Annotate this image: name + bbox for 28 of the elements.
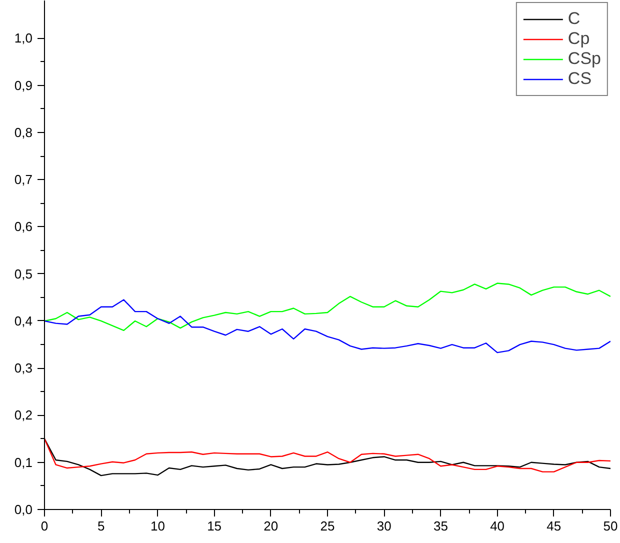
x-tick-label: 20 xyxy=(264,518,278,534)
y-tick-label: 0,2 xyxy=(14,408,33,423)
x-tick-label: 25 xyxy=(320,518,335,534)
y-tick-label: 0,5 xyxy=(14,266,33,282)
legend-label: CSp xyxy=(568,49,601,69)
y-tick-label: 0,8 xyxy=(14,124,33,140)
x-tick-label: 50 xyxy=(603,518,618,534)
legend-label: CS xyxy=(568,69,592,89)
x-tick-label: 45 xyxy=(546,518,562,534)
x-tick-label: 10 xyxy=(150,518,165,534)
y-tick-label: 0,6 xyxy=(14,219,33,234)
y-tick-label: 0,9 xyxy=(14,78,33,93)
y-tick-label: 0,3 xyxy=(14,360,33,376)
legend-label: Cp xyxy=(568,29,590,49)
x-tick-label: 0 xyxy=(40,518,48,534)
line-series xyxy=(44,282,610,332)
y-tick-label: 0,4 xyxy=(14,313,33,328)
x-tick-label: 40 xyxy=(490,518,505,534)
x-tick-label: 30 xyxy=(376,518,392,534)
y-tick-label: 0,1 xyxy=(14,454,33,470)
x-tick-label: 5 xyxy=(97,518,105,534)
x-tick-label: 35 xyxy=(433,518,448,534)
legend-label: C xyxy=(568,9,582,29)
y-tick-label: 0,0 xyxy=(14,502,33,517)
y-tick-label: 0,7 xyxy=(14,172,33,188)
line-series xyxy=(44,299,610,354)
y-tick-label: 1,0 xyxy=(14,30,33,46)
x-tick-label: 15 xyxy=(207,518,222,534)
